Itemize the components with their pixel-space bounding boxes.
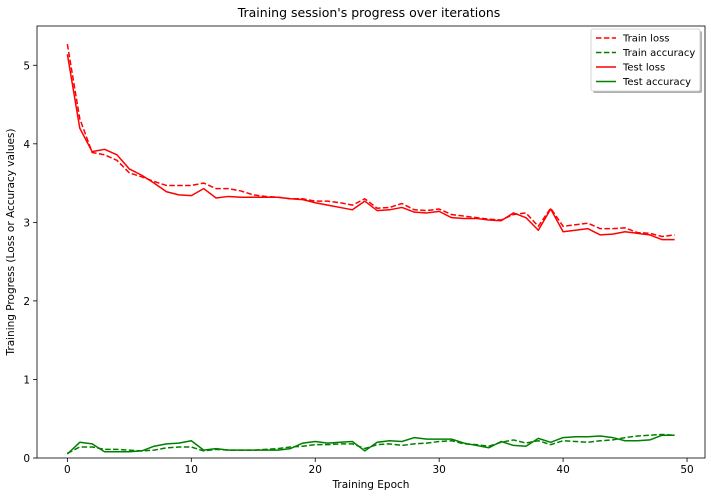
y-tick-label: 0 xyxy=(23,453,30,465)
series-line-train-loss xyxy=(66,43,675,238)
x-tick-label: 0 xyxy=(64,464,71,476)
series-line-test-loss xyxy=(66,54,675,241)
legend-box xyxy=(590,28,701,92)
y-tick-label: 5 xyxy=(23,60,30,72)
series-layer xyxy=(66,43,675,455)
legend-label: Test accuracy xyxy=(622,77,691,88)
y-tick-label: 1 xyxy=(23,374,30,386)
y-axis-label: Training Progress (Loss or Accuracy valu… xyxy=(5,129,17,357)
chart-title: Training session's progress over iterati… xyxy=(237,5,501,20)
series-line-train-accuracy xyxy=(67,433,675,454)
x-tick-label: 20 xyxy=(309,464,322,476)
legend-label: Train loss xyxy=(622,34,670,45)
plot-area xyxy=(37,26,705,458)
y-tick-label: 4 xyxy=(23,139,30,151)
x-tick-label: 50 xyxy=(680,464,693,476)
x-tick-label: 40 xyxy=(556,464,569,476)
y-tick-label: 3 xyxy=(23,217,30,229)
legend-label: Train accuracy xyxy=(622,48,695,59)
plot-frame xyxy=(36,25,706,459)
axis-ticks: 0 10 20 30 40 50 0 1 2 3 4 5 xyxy=(23,60,693,476)
x-axis-label: Training Epoch xyxy=(332,479,410,491)
series-line-test-accuracy xyxy=(66,434,675,455)
y-tick-label: 2 xyxy=(23,296,30,308)
x-tick-label: 30 xyxy=(432,464,445,476)
legend-label: Test loss xyxy=(622,63,665,74)
x-tick-label: 10 xyxy=(185,464,198,476)
legend: Train loss Train accuracy Test loss Test ac… xyxy=(590,28,702,93)
